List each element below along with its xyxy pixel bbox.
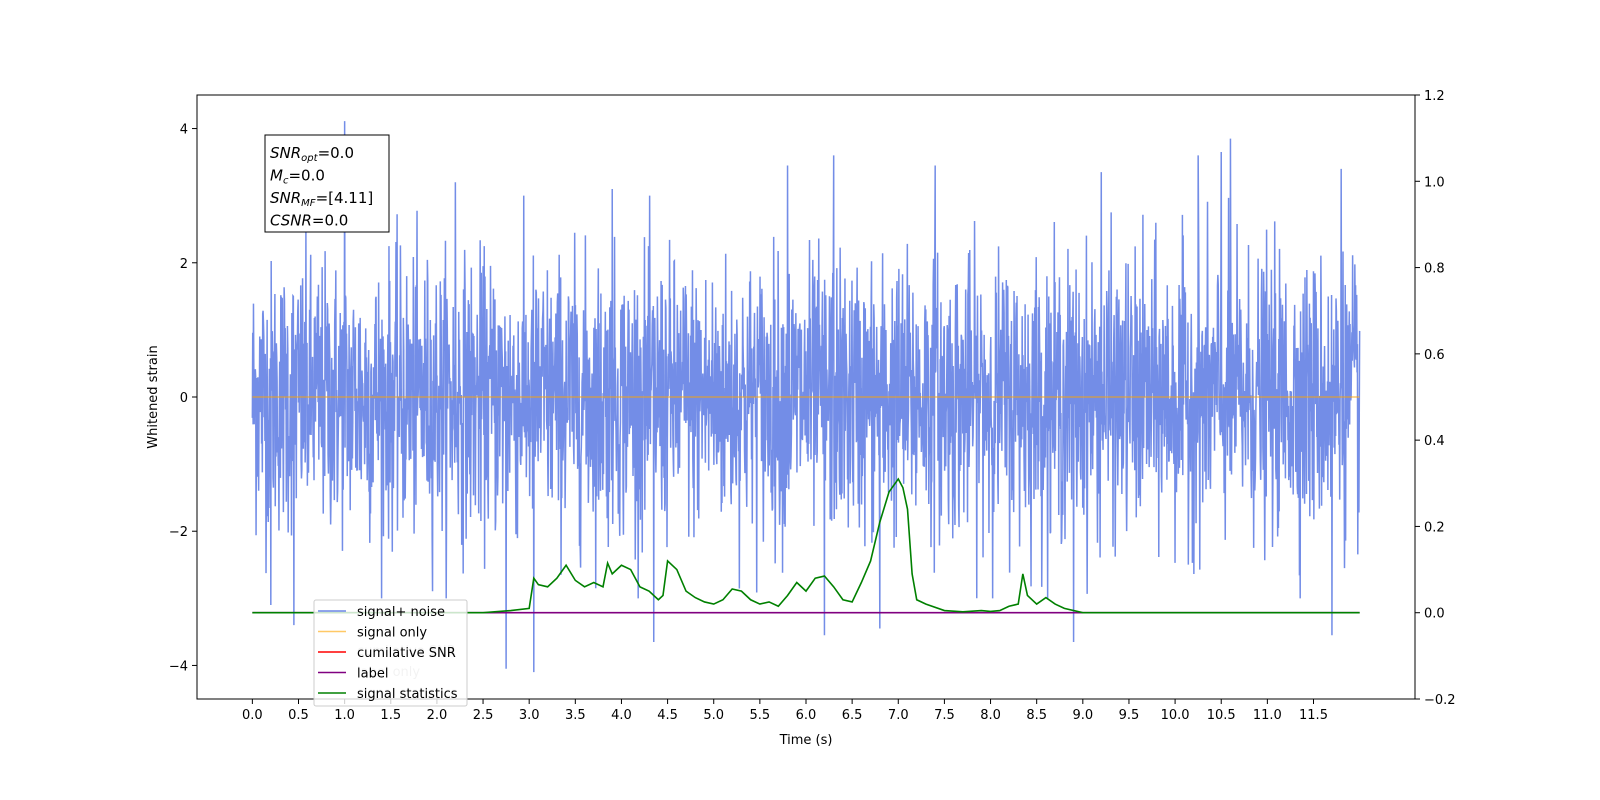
x-axis: 0.0 0.5 1.0 1.5 2.0 2.5 3.0 3.5 4.0 4.5 5.0 5.5 6.0 6…	[242, 699, 1328, 723]
legend-frame	[313, 599, 468, 707]
annotation-var: CSNR	[270, 212, 312, 230]
annotation-line: CSNR=0.0	[270, 212, 348, 230]
x-tick-label: 1.5	[380, 708, 401, 723]
y-axis-label: Whitened strain	[146, 345, 161, 448]
x-tick-label: 10.0	[1161, 708, 1190, 723]
y-tick-label: 0	[180, 391, 188, 406]
x-tick-label: 1.0	[334, 708, 355, 723]
annotation-value: =0.0	[318, 144, 354, 162]
annotation-line: SNRopt=0.0	[270, 144, 354, 164]
annotation-frame	[264, 134, 390, 233]
signal-statistics-line	[252, 477, 1360, 614]
legend-label: signal statistics	[357, 687, 458, 702]
annotation-sub: c	[283, 176, 289, 187]
x-tick-label: 9.0	[1072, 708, 1093, 723]
annotation-var: SNR	[270, 189, 301, 207]
y2-tick-label: 0.8	[1424, 262, 1445, 277]
x-tick-label: 11.5	[1299, 708, 1328, 723]
y-tick-label: 4	[180, 123, 188, 138]
legend-label: cumilative SNR	[357, 646, 456, 661]
x-tick-label: 4.5	[657, 708, 678, 723]
x-axis-label: Time (s)	[779, 733, 833, 748]
y2-tick-label: −0.2	[1424, 693, 1456, 708]
annotation-var: SNR	[270, 144, 301, 162]
x-tick-label: 2.5	[473, 708, 494, 723]
y-axis-right: −0.2 0.0 0.2 0.4 0.6 0.8 1.0 1.2	[1415, 89, 1456, 708]
legend-label: signal+ noise	[357, 605, 445, 620]
x-tick-label: 7.5	[934, 708, 955, 723]
y-tick-label: −4	[169, 659, 188, 674]
y2-tick-label: 0.0	[1424, 607, 1445, 622]
annotation-value: =0.0	[288, 167, 324, 185]
annotation-sub: opt	[301, 153, 318, 164]
x-tick-label: 3.5	[565, 708, 586, 723]
x-tick-label: 8.0	[980, 708, 1001, 723]
signal-noise-line	[251, 121, 1361, 673]
x-tick-label: 6.0	[796, 708, 817, 723]
legend-label: label	[357, 667, 388, 682]
x-tick-label: 2.0	[427, 708, 448, 723]
x-tick-label: 10.5	[1207, 708, 1236, 723]
x-tick-label: 8.5	[1026, 708, 1047, 723]
x-tick-label: 4.0	[611, 708, 632, 723]
x-tick-label: 6.5	[842, 708, 863, 723]
y2-tick-label: 0.6	[1424, 348, 1445, 363]
x-tick-label: 7.0	[888, 708, 909, 723]
y-axis-left: −4 −2 0 2 4	[169, 123, 197, 674]
x-tick-label: 0.0	[242, 708, 263, 723]
y2-tick-label: 0.2	[1424, 520, 1445, 535]
annotation-value: =[4.11]	[316, 189, 374, 207]
y-tick-label: −2	[169, 525, 188, 540]
y2-tick-label: 1.0	[1424, 175, 1445, 190]
annotation-value: =0.0	[312, 212, 348, 230]
annotation-line: Mc=0.0	[270, 167, 325, 187]
x-tick-label: 11.0	[1253, 708, 1282, 723]
x-tick-label: 0.5	[288, 708, 309, 723]
x-tick-label: 3.0	[519, 708, 540, 723]
annotation-line: SNRMF=[4.11]	[270, 189, 373, 209]
y-tick-label: 2	[180, 257, 188, 272]
x-tick-label: 5.0	[703, 708, 724, 723]
signal-noise-series	[251, 121, 1361, 673]
y2-tick-label: 0.4	[1424, 434, 1445, 449]
x-tick-label: 5.5	[750, 708, 771, 723]
annotation-var: M	[270, 167, 283, 185]
y2-tick-label: 1.2	[1424, 89, 1445, 104]
x-tick-label: 9.5	[1119, 708, 1140, 723]
annotation-sub: MF	[301, 198, 316, 209]
legend-label: signal only	[357, 626, 427, 641]
